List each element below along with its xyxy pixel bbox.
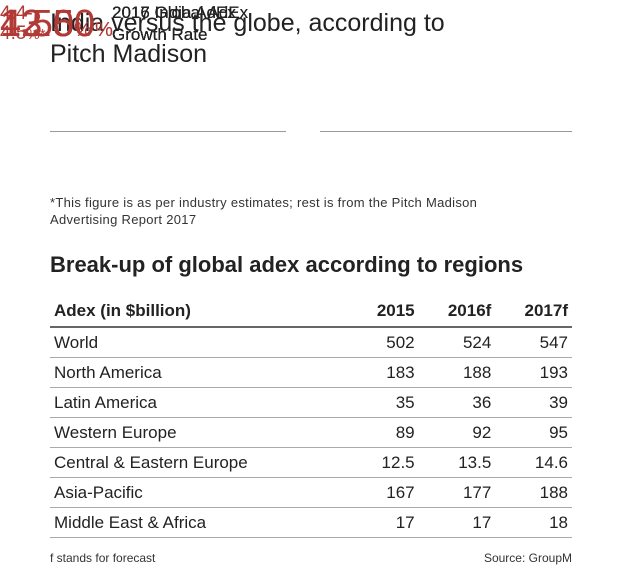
label-line: Growth Rate — [112, 25, 208, 44]
table-row: Asia-Pacific 167 177 188 — [50, 477, 572, 508]
stat-value: 4.50% — [0, 0, 92, 54]
cell: Latin America — [50, 387, 351, 418]
label-line: Growth Rate — [112, 25, 208, 44]
column-header: Adex (in $billion) — [50, 296, 351, 328]
label-line: 2016 Global AdEx — [112, 3, 249, 22]
cell: 35 — [350, 387, 419, 418]
cell: North America — [50, 357, 351, 388]
title: India versus the globe, according to Pit… — [50, 9, 445, 68]
cell: 36 — [418, 387, 496, 418]
cell: 193 — [495, 357, 572, 388]
table-row: North America 183 188 193 — [50, 357, 572, 388]
source: Source: GroupM — [483, 551, 572, 565]
cell: 95 — [495, 417, 572, 448]
label-line: 2017 India AdEx — [112, 3, 236, 22]
table-row: World 502 524 547 — [50, 327, 572, 358]
cell: 17 — [350, 507, 419, 538]
table: Adex (in $billion) 2015 2016f 2017f World 502… — [50, 296, 572, 538]
cell: 188 — [418, 357, 496, 388]
table-row: Middle East & Africa 17 17 18 — [50, 507, 572, 538]
value: 12.50 — [0, 3, 96, 45]
cell: 92 — [418, 417, 496, 448]
table-body: World 502 524 547 North America 183 188 193 Lati… — [50, 327, 572, 538]
footnote: *This figure is as per industry estimate… — [50, 195, 478, 227]
cell: Middle East & Africa — [50, 507, 351, 538]
column-header: 2016f — [418, 296, 496, 328]
cell: 183 — [350, 357, 419, 388]
value: 4.4-4.5 — [0, 3, 33, 44]
cell: 18 — [495, 507, 572, 538]
unit: % — [95, 19, 113, 41]
stat-label: 2017 India AdEx Growth Rate — [112, 2, 236, 46]
cell: 188 — [495, 477, 572, 508]
cell: 13.5 — [418, 447, 496, 478]
cell: 177 — [418, 477, 496, 508]
label-line: 2016 India AdEx — [112, 3, 236, 22]
value: 4.50 — [0, 3, 74, 45]
cell: Asia-Pacific — [50, 477, 351, 508]
stat-label: 2016 Global AdEx Growth Rate — [112, 2, 248, 46]
cell: 524 — [418, 327, 496, 358]
stat-value: 13.50% — [0, 0, 113, 54]
unit: %* — [26, 26, 46, 43]
cell: 167 — [350, 477, 419, 508]
label-line: Growth Rate — [112, 25, 208, 44]
unit: % — [73, 19, 92, 41]
column-header: 2017f — [495, 296, 572, 328]
separator — [50, 131, 286, 132]
cell: 39 — [495, 387, 572, 418]
cell: 17 — [418, 507, 496, 538]
unit: % — [95, 19, 113, 41]
value: 13.50 — [0, 3, 96, 45]
header-row: Adex (in $billion) 2015 2016f 2017f — [50, 296, 572, 328]
stat-value: 12.50% — [0, 0, 113, 54]
cell: Central & Eastern Europe — [50, 447, 351, 478]
table-row: Latin America 35 36 39 — [50, 387, 572, 418]
stat-label: 2017 Global AdEx Growth Rate — [112, 2, 248, 46]
cell: 14.6 — [495, 447, 572, 478]
stat-value: 4.4-4.5%* — [0, 4, 48, 45]
table-title: Break-up of global adex according to reg… — [50, 252, 524, 277]
cell: Western Europe — [50, 417, 351, 448]
table-row: Central & Eastern Europe 12.5 13.5 14.6 — [50, 447, 572, 478]
cell: 547 — [495, 327, 572, 358]
label-line: 2017 Global AdEx — [112, 3, 249, 22]
cell: 12.5 — [350, 447, 419, 478]
footer-note: f stands for forecast — [50, 551, 156, 565]
cell: World — [50, 327, 351, 358]
column-header: 2015 — [350, 296, 419, 328]
table-row: Western Europe 89 92 95 — [50, 417, 572, 448]
cell: 89 — [350, 417, 419, 448]
stat-label: 2016 India AdEx Growth Rate — [112, 2, 236, 46]
separator — [320, 131, 572, 132]
label-line: Growth Rate — [112, 25, 208, 44]
cell: 502 — [350, 327, 419, 358]
